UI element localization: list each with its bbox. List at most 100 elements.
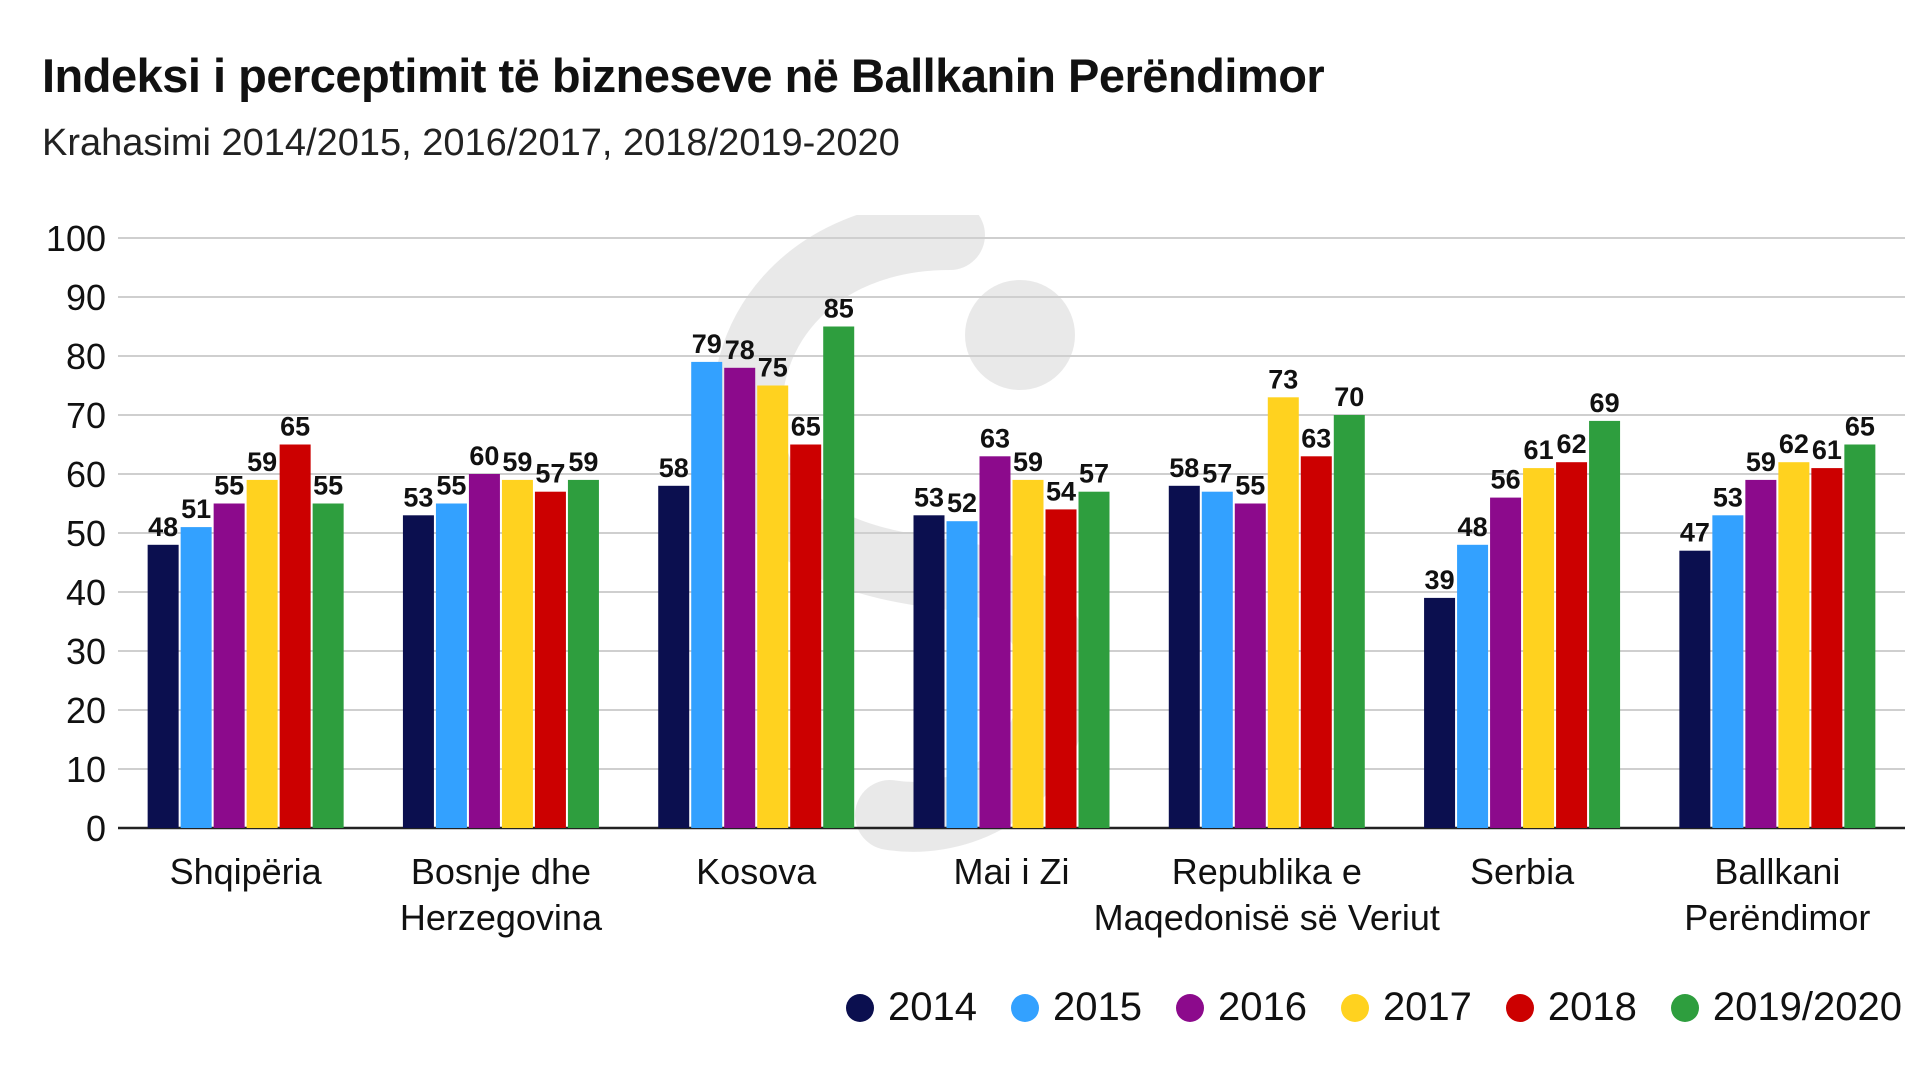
bar bbox=[435, 503, 467, 828]
bar bbox=[790, 444, 822, 828]
legend-item: 2018 bbox=[1505, 985, 1637, 1030]
legend-label: 2014 bbox=[887, 985, 977, 1029]
data-label: 65 bbox=[791, 412, 821, 442]
bar bbox=[402, 515, 434, 828]
bar bbox=[1234, 503, 1266, 828]
data-label: 59 bbox=[1746, 447, 1776, 477]
data-label: 55 bbox=[436, 471, 466, 501]
legend-swatch-icon bbox=[1670, 993, 1699, 1022]
legend-swatch-icon bbox=[1505, 993, 1534, 1022]
bar bbox=[946, 521, 978, 828]
data-label: 85 bbox=[824, 294, 854, 324]
bar bbox=[757, 385, 789, 828]
data-label: 48 bbox=[148, 512, 178, 542]
data-label: 73 bbox=[1268, 364, 1298, 394]
y-tick-label: 100 bbox=[46, 218, 106, 259]
bar bbox=[1778, 462, 1810, 828]
y-tick-label: 30 bbox=[66, 631, 106, 672]
legend-label: 2017 bbox=[1382, 985, 1472, 1029]
bar bbox=[1523, 468, 1555, 828]
legend-label: 2016 bbox=[1217, 985, 1307, 1029]
bar bbox=[1844, 444, 1876, 828]
data-label: 58 bbox=[1169, 453, 1199, 483]
y-tick-label: 80 bbox=[66, 336, 106, 377]
chart-title: Indeksi i perceptimit të bizneseve në Ba… bbox=[42, 49, 1325, 102]
bar bbox=[534, 491, 566, 828]
data-label: 59 bbox=[502, 447, 532, 477]
legend-swatch-icon bbox=[1340, 993, 1369, 1022]
x-tick-label: Mai i Zi bbox=[954, 851, 1070, 892]
data-label: 53 bbox=[1713, 482, 1743, 512]
bar bbox=[1078, 491, 1110, 828]
data-label: 59 bbox=[568, 447, 598, 477]
y-tick-label: 20 bbox=[66, 690, 106, 731]
bar bbox=[1679, 550, 1711, 828]
x-tick-label: Shqipëria bbox=[170, 851, 323, 892]
bar bbox=[1556, 462, 1588, 828]
data-label: 58 bbox=[659, 453, 689, 483]
y-tick-label: 10 bbox=[66, 749, 106, 790]
data-label: 69 bbox=[1590, 388, 1620, 418]
bar bbox=[979, 456, 1011, 828]
bar bbox=[724, 367, 756, 828]
data-label: 65 bbox=[280, 412, 310, 442]
x-tick-label: Bosnje dhe bbox=[411, 851, 591, 892]
data-label: 65 bbox=[1845, 412, 1875, 442]
data-label: 75 bbox=[758, 353, 788, 383]
data-label: 63 bbox=[980, 423, 1010, 453]
y-tick-label: 70 bbox=[66, 395, 106, 436]
x-tick-label: Herzegovina bbox=[400, 897, 603, 938]
data-label: 61 bbox=[1812, 435, 1842, 465]
legend-swatch-icon bbox=[845, 993, 874, 1022]
data-label: 59 bbox=[1013, 447, 1043, 477]
x-tick-label: Perëndimor bbox=[1684, 897, 1870, 938]
data-label: 70 bbox=[1334, 382, 1364, 412]
data-label: 78 bbox=[725, 335, 755, 365]
data-label: 57 bbox=[535, 459, 565, 489]
bar bbox=[1712, 515, 1744, 828]
bar bbox=[1424, 597, 1456, 828]
data-label: 54 bbox=[1046, 476, 1076, 506]
chart-subtitle: Krahasimi 2014/2015, 2016/2017, 2018/201… bbox=[42, 122, 900, 164]
legend-label: 2019/2020 bbox=[1712, 985, 1902, 1029]
bar bbox=[691, 361, 723, 828]
data-label: 57 bbox=[1202, 459, 1232, 489]
bar bbox=[501, 479, 533, 828]
legend-label: 2015 bbox=[1052, 985, 1142, 1029]
bar bbox=[567, 479, 599, 828]
data-label: 53 bbox=[403, 482, 433, 512]
legend-item: 2019/2020 bbox=[1670, 985, 1902, 1030]
legend-item: 2015 bbox=[1010, 985, 1142, 1030]
bar bbox=[1045, 509, 1077, 828]
bar bbox=[658, 485, 690, 828]
y-tick-label: 0 bbox=[86, 808, 106, 849]
x-tick-label: Ballkani bbox=[1714, 851, 1840, 892]
bar bbox=[468, 474, 500, 828]
y-tick-label: 90 bbox=[66, 277, 106, 318]
bar bbox=[1589, 420, 1621, 828]
data-label: 55 bbox=[1235, 471, 1265, 501]
data-label: 56 bbox=[1491, 465, 1521, 495]
bar bbox=[913, 515, 945, 828]
data-label: 47 bbox=[1680, 518, 1710, 548]
bar bbox=[246, 479, 278, 828]
chart-legend: 2014 2015 2016 2017 2018 2019/2020 bbox=[812, 985, 1902, 1030]
x-tick-label: Kosova bbox=[696, 851, 817, 892]
data-label: 51 bbox=[181, 494, 211, 524]
y-tick-label: 50 bbox=[66, 513, 106, 554]
bar bbox=[1168, 485, 1200, 828]
bar bbox=[147, 544, 179, 828]
bar bbox=[1490, 497, 1522, 828]
data-label: 48 bbox=[1458, 512, 1488, 542]
bar bbox=[312, 503, 344, 828]
data-label: 60 bbox=[469, 441, 499, 471]
bar bbox=[1300, 456, 1332, 828]
x-tick-label: Serbia bbox=[1470, 851, 1575, 892]
data-label: 61 bbox=[1524, 435, 1554, 465]
bar bbox=[1012, 479, 1044, 828]
data-label: 59 bbox=[247, 447, 277, 477]
bar bbox=[1267, 397, 1299, 828]
x-tick-label: Maqedonisë së Veriut bbox=[1094, 897, 1440, 938]
bar bbox=[823, 326, 855, 828]
bar bbox=[1745, 479, 1777, 828]
